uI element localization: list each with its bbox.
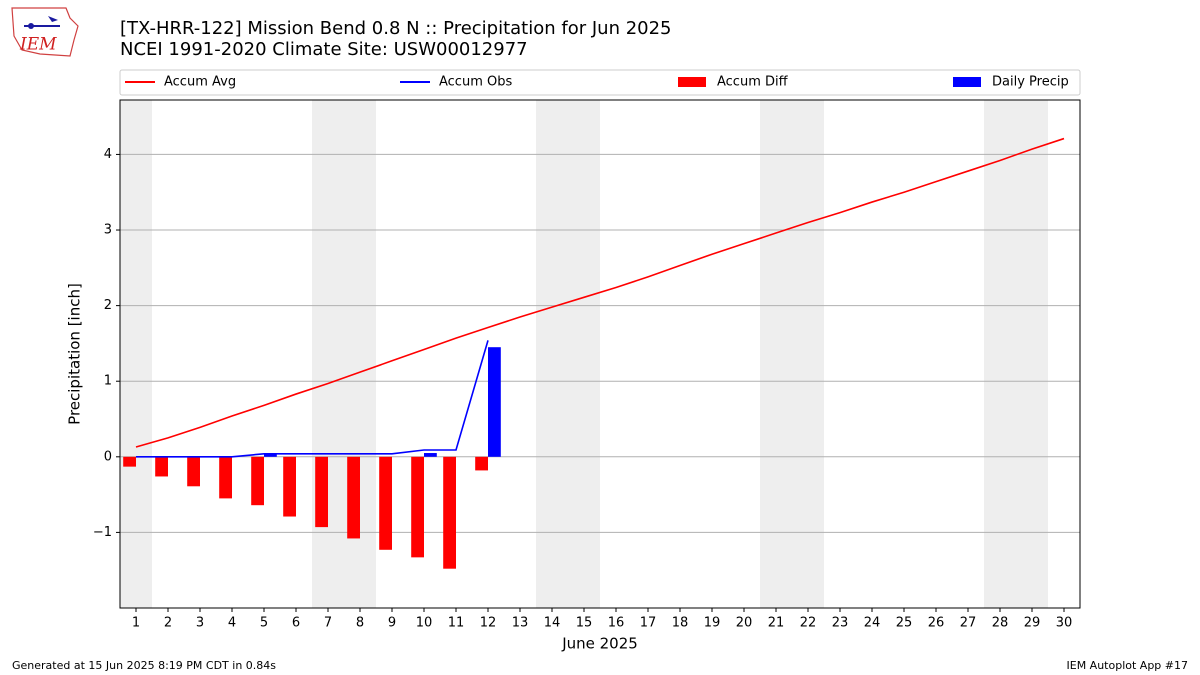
weekend-shade xyxy=(312,100,376,608)
x-tick-label: 7 xyxy=(324,616,332,631)
legend-swatch xyxy=(953,77,981,87)
weekend-shade xyxy=(984,100,1048,608)
plot-frame xyxy=(119,99,1081,609)
x-tick-label: 20 xyxy=(736,616,753,631)
bar xyxy=(411,456,424,558)
bar xyxy=(251,456,264,506)
x-tick-label: 21 xyxy=(768,616,785,631)
footer-right: IEM Autoplot App #17 xyxy=(1067,659,1189,672)
x-tick-label: 22 xyxy=(800,616,817,631)
bar xyxy=(347,456,360,539)
x-tick-label: 15 xyxy=(576,616,593,631)
legend-box xyxy=(119,69,1081,96)
x-tick-label: 9 xyxy=(388,616,396,631)
x-tick-label: 3 xyxy=(196,616,204,631)
x-tick-label: 24 xyxy=(864,616,881,631)
x-tick-label: 6 xyxy=(292,616,300,631)
logo-text: IEM xyxy=(19,35,57,55)
legend-label: Accum Obs xyxy=(439,75,512,90)
chart-title: [TX-HRR-122] Mission Bend 0.8 N :: Preci… xyxy=(120,18,672,39)
x-tick-label: 1 xyxy=(132,616,140,631)
y-tick-label: 2 xyxy=(104,298,112,313)
x-tick-label: 11 xyxy=(448,616,465,631)
bar xyxy=(283,456,296,517)
legend-swatch xyxy=(678,77,706,87)
weekend-shade xyxy=(760,100,824,608)
x-tick-label: 4 xyxy=(228,616,236,631)
x-tick-label: 13 xyxy=(512,616,529,631)
x-tick-label: 16 xyxy=(608,616,625,631)
x-tick-label: 29 xyxy=(1024,616,1041,631)
bar xyxy=(315,456,328,528)
y-axis-label: Precipitation [inch] xyxy=(66,283,84,425)
x-tick-label: 8 xyxy=(356,616,364,631)
x-tick-label: 14 xyxy=(544,616,561,631)
y-tick-label: 0 xyxy=(104,449,112,464)
bar xyxy=(219,456,232,499)
x-tick-label: 30 xyxy=(1056,616,1073,631)
footer-left: Generated at 15 Jun 2025 8:19 PM CDT in … xyxy=(12,659,276,672)
x-tick-label: 19 xyxy=(704,616,721,631)
x-tick-label: 18 xyxy=(672,616,689,631)
bar xyxy=(379,456,392,550)
x-axis-label: June 2025 xyxy=(561,635,638,653)
x-tick-label: 5 xyxy=(260,616,268,631)
line xyxy=(136,340,489,458)
bar xyxy=(475,456,488,471)
x-tick-label: 2 xyxy=(164,616,172,631)
x-tick-label: 10 xyxy=(416,616,433,631)
bar xyxy=(155,456,168,477)
bar xyxy=(123,456,136,467)
bar xyxy=(488,347,501,457)
y-tick-label: 3 xyxy=(104,223,112,238)
x-tick-label: 25 xyxy=(896,616,913,631)
logo: IEM xyxy=(11,7,79,57)
x-tick-label: 12 xyxy=(480,616,497,631)
x-tick-label: 28 xyxy=(992,616,1009,631)
y-tick-label: 1 xyxy=(104,374,112,389)
bar xyxy=(264,453,277,457)
bar xyxy=(187,456,200,487)
y-tick-label: −1 xyxy=(93,525,112,540)
weekend-shade xyxy=(536,100,600,608)
weekend-shade xyxy=(120,100,152,608)
legend-label: Accum Avg xyxy=(164,75,236,90)
x-tick-label: 17 xyxy=(640,616,657,631)
x-tick-label: 27 xyxy=(960,616,977,631)
x-tick-label: 23 xyxy=(832,616,849,631)
line xyxy=(135,137,1065,448)
chart-subtitle: NCEI 1991-2020 Climate Site: USW00012977 xyxy=(120,39,528,60)
x-tick-label: 26 xyxy=(928,616,945,631)
y-tick-label: 4 xyxy=(104,147,112,162)
bar xyxy=(424,453,437,457)
bar xyxy=(443,456,456,569)
legend-label: Accum Diff xyxy=(717,75,789,90)
legend-label: Daily Precip xyxy=(992,75,1069,90)
